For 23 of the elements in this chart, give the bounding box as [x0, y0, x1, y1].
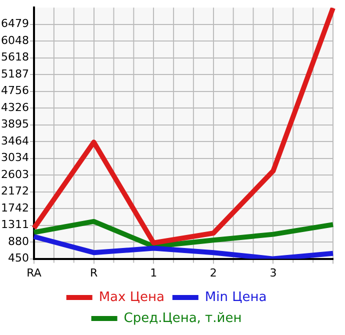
legend-label: Сред.Цена, т.йен — [124, 310, 242, 326]
y-tick-label: 4326 — [0, 100, 29, 114]
y-tick-label: 1742 — [0, 201, 29, 214]
x-tick-label: RA — [26, 266, 42, 280]
y-tick-label: 2172 — [0, 184, 29, 198]
legend-label: Min Цена — [204, 290, 267, 305]
x-tick-label: 1 — [150, 266, 158, 280]
x-tick-label: 2 — [210, 266, 217, 280]
y-tick-label: 880 — [8, 234, 29, 248]
y-tick-label: 3034 — [0, 151, 29, 164]
x-tick-label: 3 — [270, 266, 277, 280]
y-tick-label: 5618 — [0, 50, 29, 64]
y-tick-label: 3895 — [0, 118, 29, 131]
y-tick-label: 1311 — [0, 218, 29, 232]
y-tick-label: 6048 — [0, 34, 29, 47]
y-tick-label: 450 — [8, 252, 29, 265]
y-tick-label: 4756 — [0, 84, 29, 98]
y-tick-label: 3464 — [0, 134, 29, 148]
y-tick-label: 2603 — [0, 168, 29, 181]
y-tick-label: 5187 — [0, 67, 29, 80]
legend-label: Max Цена — [98, 290, 164, 305]
y-tick-label: 6479 — [0, 17, 29, 30]
x-tick-label: R — [90, 266, 98, 280]
